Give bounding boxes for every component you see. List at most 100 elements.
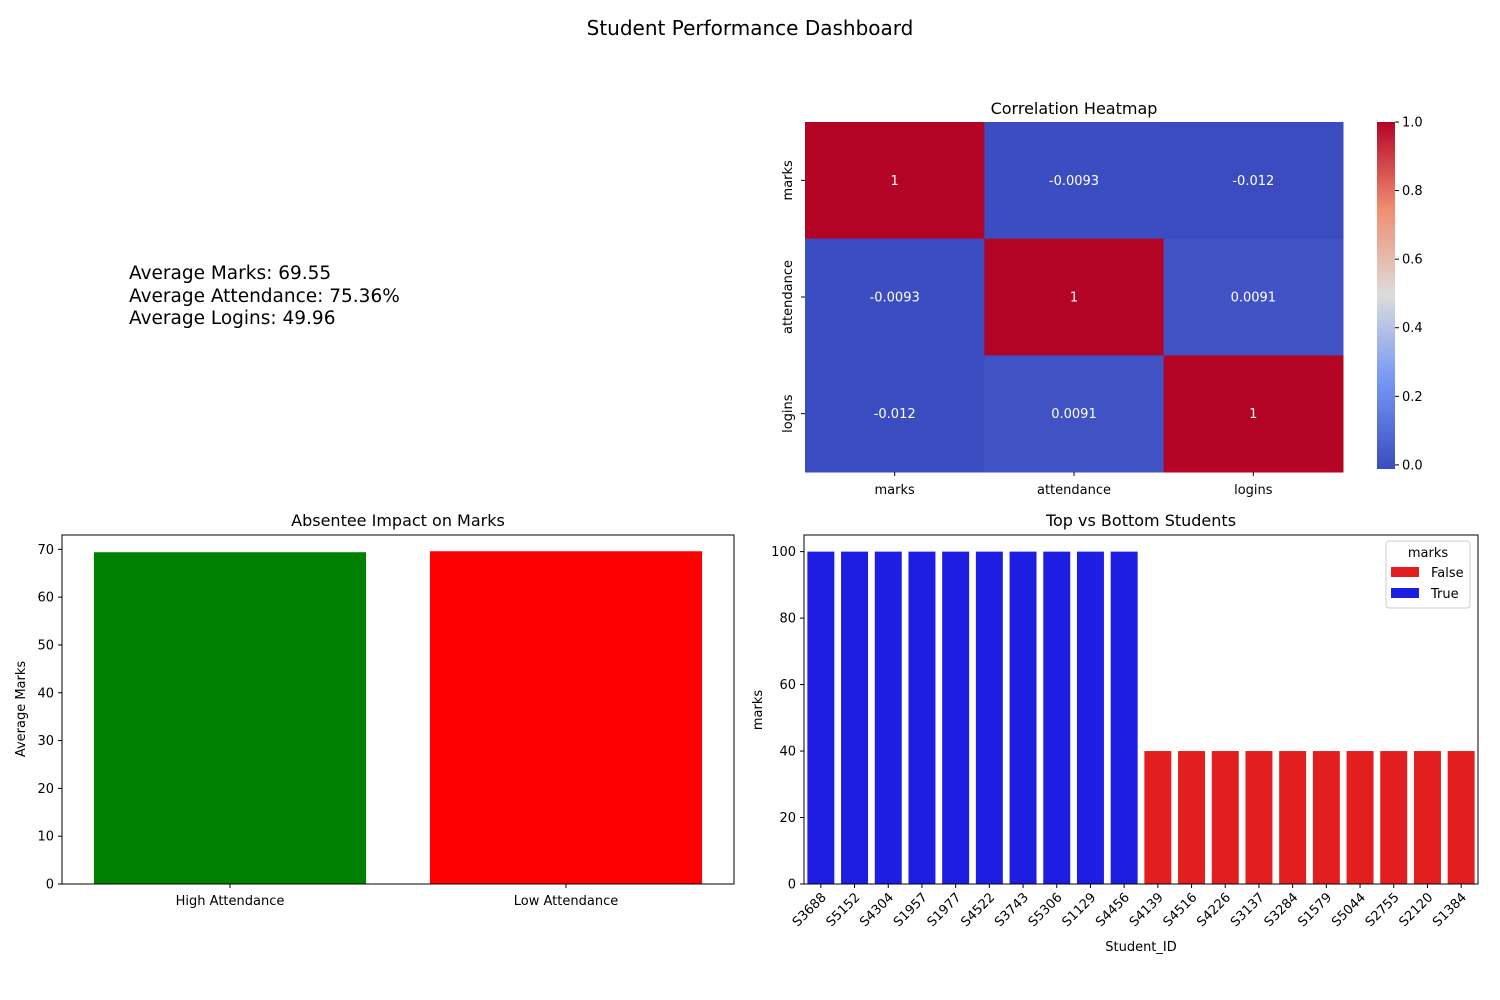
colorbar-tick-label: 0.4	[1402, 321, 1423, 336]
heatmap-cell-label: 0.0091	[1051, 407, 1097, 422]
heatmap-cell	[1163, 355, 1344, 473]
tb-x-tick-label: S5306	[1026, 890, 1066, 930]
heatmap-cell-label: -0.0093	[1049, 174, 1099, 189]
heatmap-cell-label: -0.012	[1232, 174, 1274, 189]
tb-bar	[1413, 751, 1441, 884]
absentee-bar	[429, 551, 703, 884]
absentee-axes: High Attendance Low Attendance 0 10 20 30 40 50…	[37, 543, 618, 909]
tb-y-axis-label: marks	[751, 690, 766, 731]
tb-bar	[1346, 751, 1374, 884]
top-vs-bottom-bars	[807, 551, 1475, 884]
colorbar-tick-label: 1.0	[1402, 116, 1423, 131]
colorbar-tick-label: 0.2	[1402, 390, 1423, 405]
colorbar-tick-label: 0.6	[1402, 253, 1423, 268]
absentee-plot-frame	[61, 534, 735, 885]
tb-legend-label: False	[1431, 566, 1464, 581]
tb-bar	[1312, 751, 1340, 884]
correlation-heatmap: Correlation Heatmap 1 -0.0093 -0.012 -0.009…	[781, 99, 1423, 498]
colorbar	[1377, 122, 1395, 469]
tb-bar	[1009, 551, 1037, 884]
top-vs-bottom-title: Top vs Bottom Students	[1045, 511, 1236, 530]
tb-bar	[1076, 551, 1104, 884]
tb-legend-entries: False True	[1391, 566, 1464, 602]
heatmap-x-tick-label: attendance	[1037, 483, 1111, 498]
tb-bar	[1279, 751, 1307, 884]
tb-legend-label: True	[1430, 587, 1459, 602]
tb-bar	[807, 551, 835, 884]
colorbar-tick-label: 0.8	[1402, 184, 1423, 199]
tb-bar	[841, 551, 869, 884]
heatmap-cell	[1163, 238, 1344, 356]
tb-bar	[908, 551, 936, 884]
heatmap-cell-labels: 1 -0.0093 -0.012 -0.0093 1 0.0091 -0.012 0.0091…	[870, 174, 1277, 422]
absentee-chart-title: Absentee Impact on Marks	[291, 511, 505, 530]
heatmap-cell-label: 1	[1070, 291, 1078, 306]
tb-x-tick-label: S3137	[1228, 890, 1268, 930]
tb-legend-swatch	[1391, 588, 1419, 598]
heatmap-cell-label: -0.0093	[870, 291, 920, 306]
tb-legend-title: marks	[1408, 546, 1449, 561]
tb-x-tick-label: S3284	[1262, 890, 1302, 930]
tb-y-tick-label: 60	[779, 678, 796, 693]
tb-x-tick-label: S3688	[790, 890, 830, 930]
tb-bar	[1447, 751, 1475, 884]
tb-bar	[1380, 751, 1408, 884]
tb-y-tick-label: 20	[779, 811, 796, 826]
heatmap-x-tick-label: logins	[1234, 483, 1273, 498]
absentee-y-tick-label: 70	[37, 543, 54, 558]
tb-x-tick-label: S5152	[824, 890, 864, 930]
tb-bar	[1211, 751, 1239, 884]
tb-bar	[1043, 551, 1071, 884]
heatmap-cell-label: -0.012	[874, 407, 916, 422]
tb-x-tick-label: S4522	[958, 890, 998, 930]
heatmap-cell	[984, 355, 1165, 473]
tb-legend-swatch	[1391, 567, 1419, 577]
heatmap-cell	[1163, 122, 1344, 240]
heatmap-cell-label: 0.0091	[1231, 291, 1277, 306]
heatmap-cell-label: 1	[1249, 407, 1257, 422]
summary-stats: Average Marks: 69.55 Average Attendance:…	[129, 263, 400, 331]
heatmap-x-tick-label: marks	[875, 483, 916, 498]
tb-x-tick-label: S1579	[1295, 890, 1335, 930]
tb-y-tick-label: 40	[779, 745, 796, 760]
tb-x-tick-label: S1977	[925, 890, 965, 930]
absentee-y-tick-label: 0	[46, 878, 54, 893]
absentee-y-tick-label: 30	[37, 734, 54, 749]
tb-bar	[1178, 751, 1206, 884]
tb-bar	[1144, 751, 1172, 884]
heatmap-cell	[805, 122, 985, 240]
tb-x-tick-label: S3743	[992, 890, 1032, 930]
absentee-y-tick-label: 10	[37, 830, 54, 845]
absentee-y-tick-label: 40	[37, 686, 54, 701]
absentee-bars	[93, 551, 703, 884]
tb-x-tick-label: S1384	[1430, 890, 1470, 930]
absentee-bar-chart: Absentee Impact on Marks High Attendance…	[14, 511, 735, 909]
heatmap-cell	[984, 238, 1165, 356]
absentee-y-tick-label: 20	[37, 782, 54, 797]
absentee-y-axis-label: Average Marks	[14, 661, 29, 758]
tb-y-tick-label: 0	[788, 878, 796, 893]
tb-x-tick-label: S4139	[1127, 890, 1167, 930]
tb-x-axis-label: Student_ID	[1105, 940, 1177, 955]
tb-x-tick-label: S4226	[1194, 890, 1234, 930]
tb-x-tick-label: S5044	[1329, 890, 1369, 930]
tb-y-tick-label: 100	[771, 545, 796, 560]
heatmap-y-tick-label: attendance	[781, 260, 796, 334]
tb-y-tick-label: 80	[779, 612, 796, 627]
average-marks-text: Average Marks: 69.55	[129, 263, 332, 284]
tb-bar	[1245, 751, 1273, 884]
tb-x-tick-label: S2120	[1396, 890, 1436, 930]
tb-bar	[1110, 551, 1138, 884]
heatmap-y-tick-label: logins	[781, 394, 796, 433]
tb-bar	[942, 551, 970, 884]
tb-x-tick-label: S4456	[1093, 890, 1133, 930]
heatmap-title: Correlation Heatmap	[991, 99, 1158, 118]
heatmap-y-tick-label: marks	[781, 160, 796, 201]
heatmap-cell	[805, 238, 985, 356]
heatmap-cells	[805, 122, 1344, 473]
colorbar-ticks: 0.0 0.2 0.4 0.6 0.8 1.0	[1395, 116, 1423, 473]
tb-x-tick-label: S4304	[857, 890, 897, 930]
colorbar-tick-label: 0.0	[1402, 458, 1423, 473]
